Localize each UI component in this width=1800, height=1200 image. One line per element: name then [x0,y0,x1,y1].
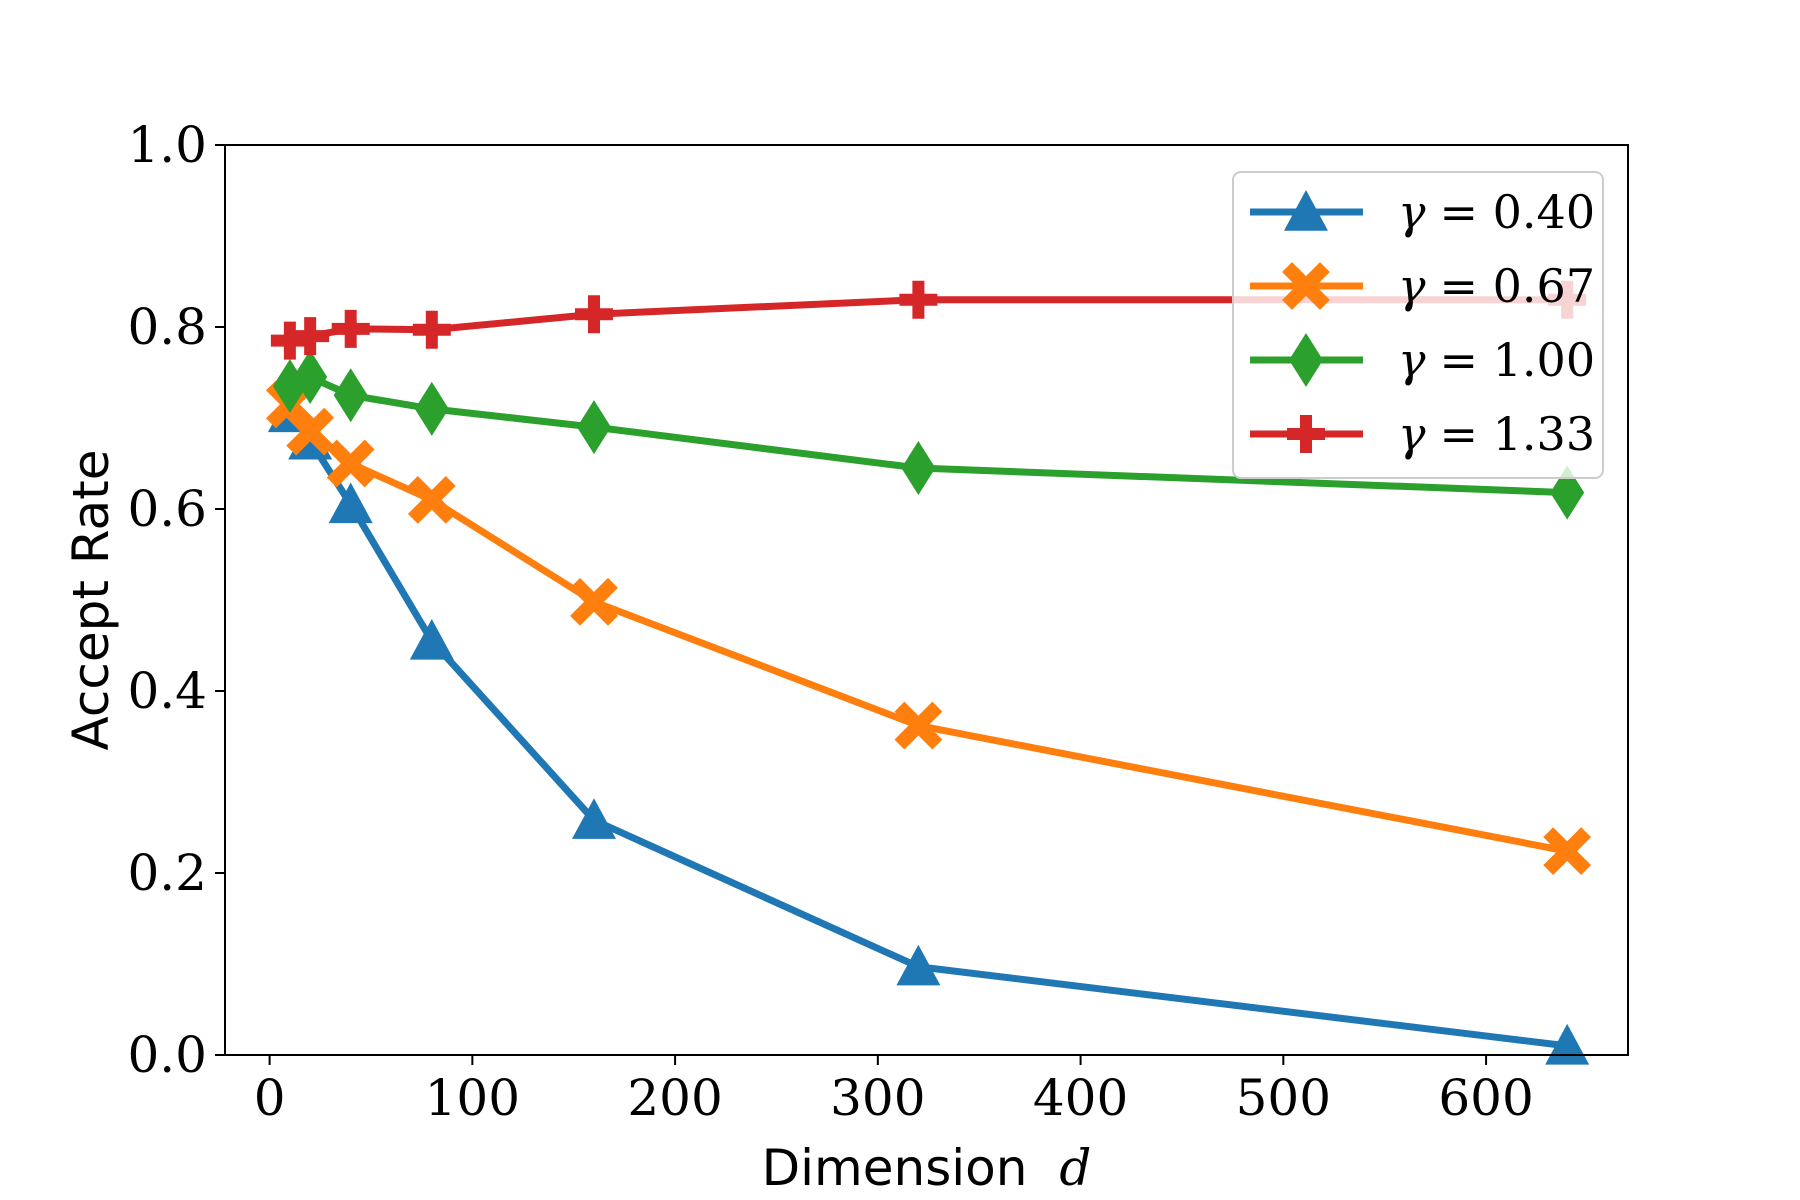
legend-item: γ = 0.67 [1250,259,1595,313]
ticks-layer: 0 100 200 300 400 500 600 0.0 0.2 0.4 0.6 0.8 1.0 [127,116,1533,1127]
legend-marker-stroke [1282,262,1330,310]
y-tick-label: 0.6 [127,480,207,538]
x-axis-title: Dimension d [762,1139,1092,1197]
data-point [286,407,335,456]
legend-item: γ = 1.33 [1250,407,1595,461]
legend-marker [1287,415,1325,453]
legend-value: = 1.00 [1440,333,1596,387]
plot-frame [224,144,1629,1056]
legend-symbol: γ [1398,333,1426,387]
x-tick-label: 100 [425,1069,520,1127]
legend-symbol: γ [1398,185,1426,239]
data-point [412,310,451,349]
legend-label: γ = 0.67 [1398,259,1595,313]
legend-item: γ = 1.00 [1250,333,1595,387]
data-point [293,350,328,405]
x-tick-label: 0 [254,1069,286,1127]
x-tick-label: 300 [830,1069,925,1127]
x-tick-label: 600 [1438,1069,1533,1127]
data-point-stroke [407,476,456,524]
y-tick-label: 0.8 [127,298,207,356]
legend-label: γ = 1.00 [1398,333,1595,387]
y-tick-label: 0.0 [127,1026,207,1084]
x-axis-title-text: Dimension [762,1139,1028,1197]
series-diamond [272,350,1585,520]
y-tick-label: 0.4 [127,662,207,720]
data-point [414,381,449,436]
data-point [576,400,611,455]
x-axis-variable: d [1059,1139,1091,1197]
data-point [409,618,454,660]
legend-label: γ = 1.33 [1398,407,1595,461]
legend-marker [1289,333,1323,387]
legend-items: γ = 0.40 γ = 0.67 γ = 1.00 γ = 1.33 [1250,185,1595,461]
y-axis-title: Accept Rate [62,450,120,751]
data-point [328,482,373,524]
data-point [570,577,618,626]
data-point [331,309,370,348]
data-point [899,280,938,319]
legend-value: = 1.33 [1440,407,1596,461]
legend-value: = 0.40 [1440,185,1596,239]
x-tick-label: 400 [1033,1069,1128,1127]
series-layer [265,280,1592,1065]
x-tick-label: 500 [1236,1069,1331,1127]
data-point-stroke [894,701,943,750]
data-point [326,439,375,488]
data-point [333,368,368,423]
legend: γ = 0.40 γ = 0.67 γ = 1.00 γ = 1.33 [1232,171,1604,479]
data-point-stroke [286,407,335,456]
data-point [901,441,936,496]
data-point-stroke [1543,827,1592,876]
data-point [896,944,941,986]
data-point-stroke [326,439,375,488]
data-point-stroke [570,577,618,626]
data-point [571,798,616,839]
legend-item: γ = 0.40 [1250,185,1595,239]
data-point [1550,465,1585,520]
x-tick-label: 200 [627,1069,722,1127]
legend-symbol: γ [1398,407,1426,461]
legend-label: γ = 0.40 [1398,185,1595,239]
legend-value: = 0.67 [1440,259,1596,313]
y-tick-label: 1.0 [127,116,207,174]
data-point [894,701,943,750]
data-point [407,476,456,524]
legend-symbol: γ [1398,259,1426,313]
data-point [574,295,613,334]
y-tick-label: 0.2 [127,844,207,902]
data-point [291,317,330,356]
legend-marker [1284,190,1328,231]
series-plus [270,280,1587,360]
legend-box [1232,171,1604,479]
data-point [1543,827,1592,876]
legend-marker [1282,262,1330,310]
